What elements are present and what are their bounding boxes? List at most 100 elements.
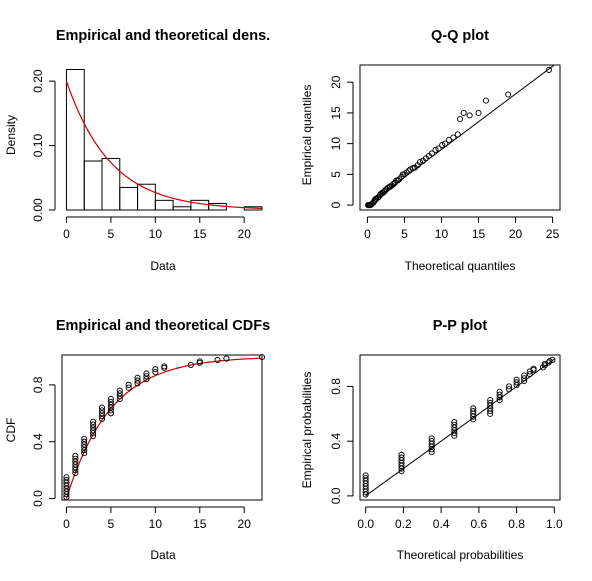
data-point	[362, 475, 369, 482]
data-point	[545, 66, 552, 73]
data-point	[90, 430, 97, 437]
data-point	[506, 386, 513, 393]
data-point	[90, 421, 97, 428]
cdf-panel-xlabel: Data	[150, 548, 176, 562]
x-tick-label: 25	[546, 227, 560, 241]
data-point	[98, 410, 106, 417]
histogram-bar	[101, 157, 121, 211]
data-point	[541, 360, 548, 367]
data-point	[90, 418, 97, 425]
pp-panel-ylabel: Empirical probabilities	[300, 372, 314, 489]
data-point	[435, 145, 442, 152]
data-point	[63, 491, 70, 498]
reference-line	[367, 65, 556, 206]
data-point	[214, 356, 221, 364]
data-point	[81, 444, 88, 451]
data-point	[107, 410, 114, 417]
pp-panel: P-P plot Theoretical probabilities Empir…	[300, 318, 563, 562]
histogram-bar	[172, 206, 192, 211]
x-tick-label: 1.0	[546, 517, 563, 531]
data-point	[116, 396, 123, 403]
data-point	[72, 464, 79, 471]
x-tick-label: 20	[509, 227, 523, 241]
data-point	[223, 355, 230, 362]
x-tick-label: 20	[238, 517, 252, 531]
histogram-bar	[154, 199, 174, 211]
cdf-panel: Empirical and theoretical CDFs Data CDF …	[4, 318, 270, 562]
x-tick-label: 0.6	[471, 517, 488, 531]
histogram-bar	[137, 183, 156, 211]
data-point	[526, 371, 533, 378]
density-panel-xlabel: Data	[150, 259, 176, 273]
data-point	[487, 397, 494, 404]
data-point	[258, 354, 266, 361]
x-tick-label: 10	[149, 227, 163, 241]
data-point	[72, 458, 79, 465]
data-point	[451, 421, 458, 428]
y-tick-label: 0.20	[31, 69, 45, 93]
x-tick-label: 0	[63, 227, 70, 241]
data-point	[63, 477, 70, 484]
data-point	[125, 381, 132, 388]
data-point	[107, 407, 114, 414]
data-point	[362, 472, 369, 479]
data-point	[432, 146, 439, 153]
data-point	[90, 427, 97, 434]
x-tick-label: 0.0	[357, 517, 374, 531]
x-tick-label: 10	[149, 517, 163, 531]
qq-panel-xlabel: Theoretical quantiles	[405, 259, 516, 273]
density-panel-title: Empirical and theoretical dens.	[56, 28, 270, 44]
data-point	[134, 377, 141, 384]
data-point	[63, 488, 70, 495]
data-point	[143, 373, 150, 380]
data-point	[161, 363, 168, 370]
qq-panel-ylabel: Empirical quantiles	[300, 85, 314, 186]
data-point	[187, 361, 194, 369]
cdf-panel-title: Empirical and theoretical CDFs	[56, 318, 270, 334]
histogram-bar	[83, 160, 103, 211]
data-point	[107, 404, 114, 411]
density-panel: Empirical and theoretical dens. Data Den…	[4, 28, 270, 273]
data-point	[496, 388, 503, 395]
pp-panel-title: P-P plot	[433, 318, 488, 334]
x-tick-label: 5	[108, 517, 115, 531]
data-point	[513, 376, 520, 383]
data-point	[196, 358, 203, 365]
data-point	[98, 413, 106, 420]
histogram-bar	[65, 69, 85, 211]
data-point	[398, 451, 405, 458]
pp-panel-xlabel: Theoretical probabilities	[397, 548, 524, 562]
data-point	[134, 380, 141, 387]
data-point	[116, 387, 123, 394]
theoretical-curve	[65, 80, 263, 210]
data-point	[63, 494, 70, 501]
data-point	[90, 424, 97, 431]
y-tick-label: 0.10	[31, 134, 45, 158]
qq-panel: Q-Q plot Theoretical quantiles Empirical…	[300, 28, 561, 273]
data-point	[428, 435, 435, 442]
x-tick-label: 15	[193, 517, 207, 531]
data-point	[81, 438, 88, 445]
y-tick-label: 10	[329, 137, 343, 151]
data-point	[428, 150, 435, 157]
data-point	[416, 159, 424, 166]
cdf-panel-ylabel: CDF	[4, 418, 18, 443]
data-point	[81, 441, 88, 448]
data-point	[470, 408, 477, 415]
data-point	[143, 376, 150, 383]
data-point	[152, 366, 159, 373]
x-tick-label: 5	[108, 227, 115, 241]
x-tick-label: 10	[435, 227, 449, 241]
density-panel-ylabel: Density	[4, 115, 18, 155]
data-point	[125, 384, 132, 391]
data-point	[72, 469, 79, 477]
y-tick-label: 20	[329, 75, 343, 89]
data-point	[72, 461, 79, 468]
data-point	[72, 455, 79, 462]
plot-frame	[359, 354, 561, 501]
data-point	[496, 391, 503, 398]
data-point	[98, 407, 106, 414]
y-tick-label: 0.00	[31, 198, 45, 222]
data-point	[107, 396, 114, 403]
